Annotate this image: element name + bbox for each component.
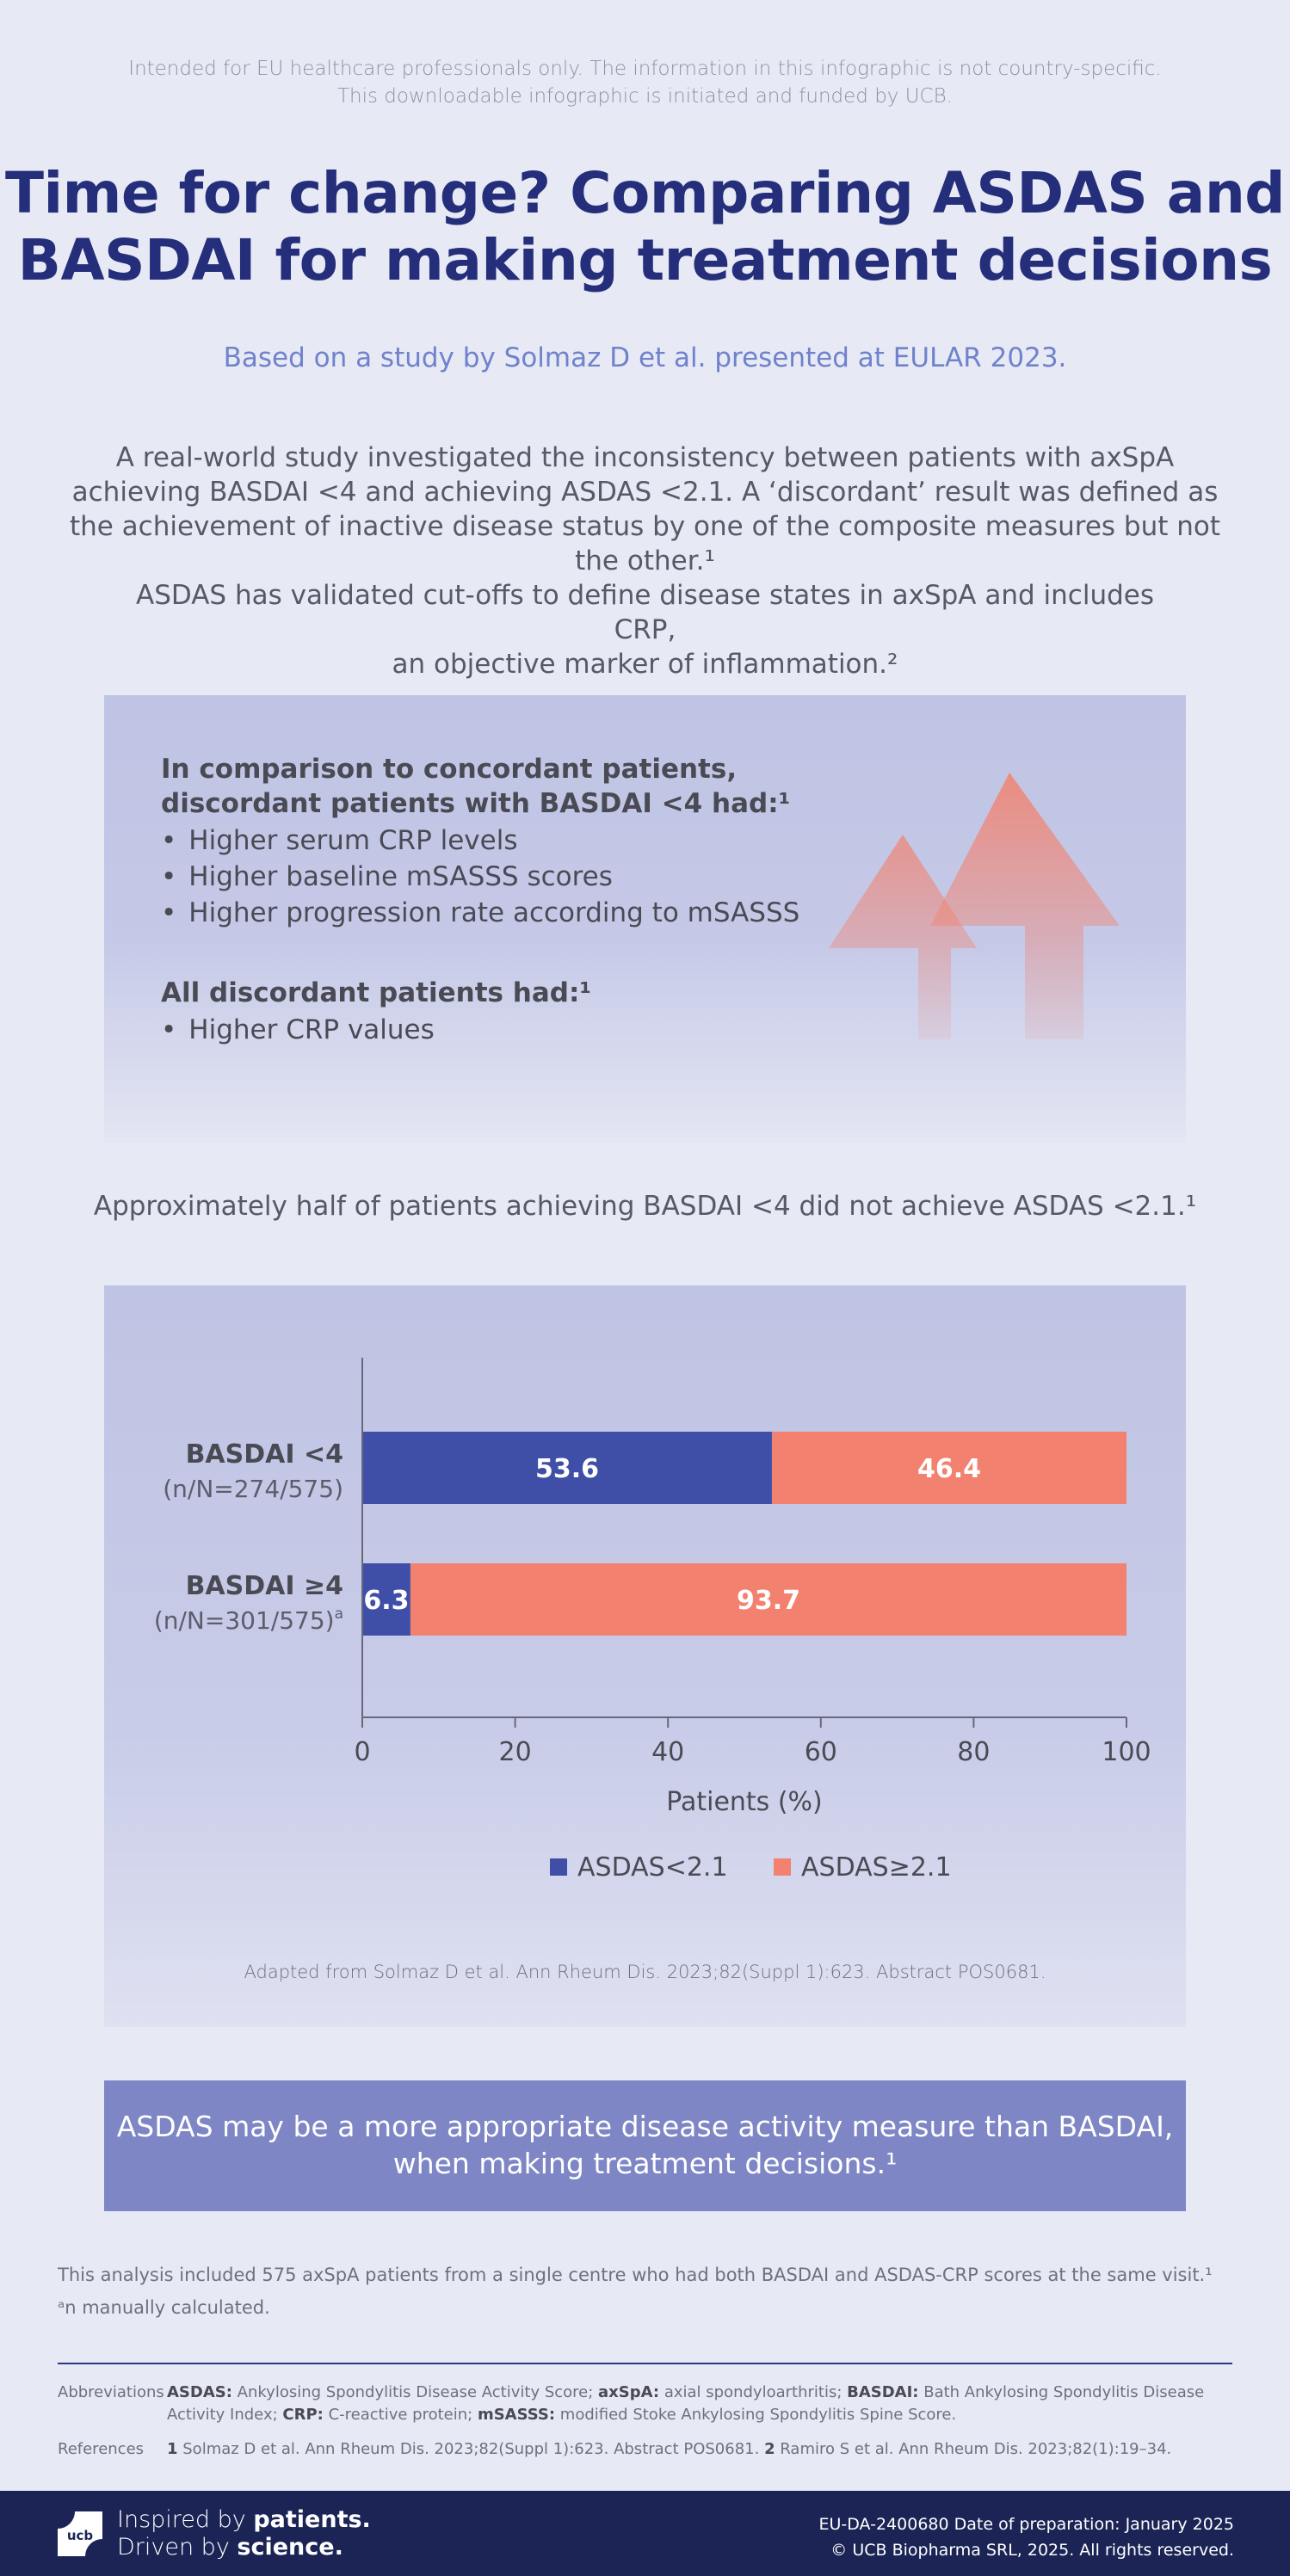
references-text: 1 Solmaz D et al. Ann Rheum Dis. 2023;82… — [167, 2438, 1225, 2461]
approx-statement: Approximately half of patients achieving… — [93, 1191, 1197, 1222]
abbr-term: ASDAS: — [167, 2383, 232, 2401]
cutoffs-paragraph: ASDAS has validated cut-offs to define d… — [0, 578, 1290, 681]
document-code: EU-DA-2400680 Date of preparation: Janua… — [818, 2515, 1234, 2534]
abbreviations-text: ASDAS: Ankylosing Spondylitis Disease Ac… — [167, 2382, 1225, 2426]
tick-label: 0 — [354, 1737, 370, 1767]
legend-label: ASDAS<2.1 — [577, 1852, 728, 1883]
tick-label: 60 — [805, 1737, 837, 1767]
analysis-note: This analysis included 575 axSpA patient… — [58, 2265, 1213, 2285]
findings-heading-1-line-1: In comparison to concordant patients, — [161, 754, 738, 785]
abbr-term: axSpA: — [598, 2383, 660, 2401]
tick-label: 40 — [651, 1737, 684, 1767]
tagline-1-pre: Inspired by — [117, 2506, 254, 2533]
data-label: 6.3 — [363, 1586, 409, 1616]
abbr-def: Ankylosing Spondylitis Disease Activity … — [231, 2383, 599, 2401]
page-title: Time for change? Comparing ASDAS and BAS… — [0, 160, 1290, 294]
findings-panel: In comparison to concordant patients, di… — [104, 695, 1186, 1143]
findings-heading-1-line-2: discordant patients with BASDAI <4 had:¹ — [161, 788, 791, 819]
abbr-term: BASDAI: — [847, 2383, 919, 2401]
abbr-def: axial spondyloarthritis; — [659, 2383, 848, 2401]
svg-text:ucb: ucb — [67, 2528, 94, 2543]
findings-heading-2: All discordant patients had:¹ — [161, 977, 591, 1008]
bar-segment — [362, 1563, 410, 1636]
tagline-2-pre: Driven by — [117, 2534, 238, 2561]
ref-text: Ramiro S et al. Ann Rheum Dis. 2023;82(1… — [775, 2440, 1172, 2458]
chart-panel: 53.6 46.4 6.3 93.7 0 20 40 60 80 100 BASDAI <4 (n… — [104, 1285, 1186, 2027]
list-item: Higher baseline mSASSS scores — [161, 859, 849, 895]
disclaimer-line-2: This downloadable infographic is initiat… — [337, 85, 953, 108]
stacked-bar-chart: 53.6 46.4 6.3 93.7 0 20 40 60 80 100 BASDAI <4 (n… — [154, 1358, 1151, 1883]
references-label: References — [58, 2440, 145, 2458]
data-label: 46.4 — [917, 1454, 981, 1484]
footnote-marker: a — [335, 1605, 343, 1623]
list-item: Higher CRP values — [161, 1012, 849, 1048]
title-line-2: BASDAI for making treatment decisions — [17, 227, 1273, 293]
bar-segment — [362, 1432, 772, 1504]
legend-label: ASDAS≥2.1 — [801, 1852, 952, 1883]
list-item: Higher progression rate according to mSA… — [161, 895, 849, 931]
data-label: 53.6 — [535, 1454, 599, 1484]
adapted-source: Adapted from Solmaz D et al. Ann Rheum D… — [244, 1962, 1046, 1982]
conclusion-line-2: when making treatment decisions.¹ — [392, 2147, 898, 2180]
abbr-term: CRP: — [282, 2406, 324, 2424]
disclaimer: Intended for EU healthcare professionals… — [0, 55, 1290, 110]
abbr-def: modified Stoke Ankylosing Spondylitis Sp… — [555, 2406, 957, 2424]
legend-swatch — [774, 1858, 791, 1876]
abbr-def: Bath Ankylosing Spondylitis Disease Acti… — [167, 2383, 1205, 2424]
title-line-1: Time for change? Comparing ASDAS and — [4, 160, 1286, 226]
abbr-term: mSASSS: — [477, 2406, 556, 2424]
tick-label: 100 — [1102, 1737, 1151, 1767]
copyright: © UCB Biopharma SRL, 2025. All rights re… — [830, 2541, 1234, 2560]
ref-text: Solmaz D et al. Ann Rheum Dis. 2023;82(S… — [177, 2440, 765, 2458]
data-label: 93.7 — [737, 1586, 800, 1616]
abbreviations-label: Abbreviations — [58, 2383, 164, 2401]
bar-segment — [771, 1432, 1126, 1504]
disclaimer-line-1: Intended for EU healthcare professionals… — [128, 58, 1162, 80]
intro-paragraph: A real-world study investigated the inco… — [69, 442, 1221, 576]
bar-segment — [410, 1563, 1127, 1636]
findings-heading-1: In comparison to concordant patients, di… — [161, 752, 849, 821]
chart-legend: ASDAS<2.1 ASDAS≥2.1 — [550, 1852, 952, 1883]
tagline-2: Driven by science. — [117, 2534, 343, 2561]
footer: ucb Inspired by patients. Driven by scie… — [0, 2491, 1290, 2576]
cutoffs-line-1: ASDAS has validated cut-offs to define d… — [136, 580, 1154, 645]
manual-note: ᵃn manually calculated. — [58, 2297, 270, 2318]
legend-swatch — [550, 1858, 567, 1876]
divider — [58, 2363, 1232, 2364]
ref-number: 1 — [167, 2440, 178, 2458]
category-sublabel: (n/N=274/575) — [163, 1475, 343, 1503]
findings-text: In comparison to concordant patients, di… — [161, 752, 849, 1048]
conclusion-line-1: ASDAS may be a more appropriate disease … — [116, 2110, 1174, 2143]
subtitle: Based on a study by Solmaz D et al. pres… — [223, 342, 1067, 373]
ucb-logo-icon: ucb — [58, 2511, 102, 2556]
tick-label: 80 — [957, 1737, 990, 1767]
category-label: BASDAI ≥4 — [186, 1571, 343, 1601]
ucb-logo-mark: ucb — [58, 2511, 102, 2556]
tagline-1: Inspired by patients. — [117, 2506, 371, 2533]
ref-number: 2 — [764, 2440, 775, 2458]
large-arrow-shape — [930, 773, 1120, 1039]
findings-list-2: Higher CRP values — [161, 1012, 849, 1048]
tagline-2-strong: science. — [237, 2534, 343, 2561]
tagline-1-strong: patients. — [253, 2506, 371, 2533]
list-item: Higher serum CRP levels — [161, 823, 849, 859]
category-sublabel: (n/N=301/575)a — [154, 1605, 343, 1635]
small-arrow-shape — [829, 835, 977, 1039]
tick-label: 20 — [499, 1737, 532, 1767]
conclusion-banner: ASDAS may be a more appropriate disease … — [104, 2080, 1186, 2211]
up-arrow-icon — [829, 773, 1120, 1039]
abbr-def: C-reactive protein; — [323, 2406, 478, 2424]
x-axis-label: Patients (%) — [666, 1787, 823, 1817]
findings-list-1: Higher serum CRP levels Higher baseline … — [161, 823, 849, 931]
cutoffs-line-2: an objective marker of inflammation.² — [392, 649, 898, 680]
category-label: BASDAI <4 — [186, 1439, 343, 1470]
